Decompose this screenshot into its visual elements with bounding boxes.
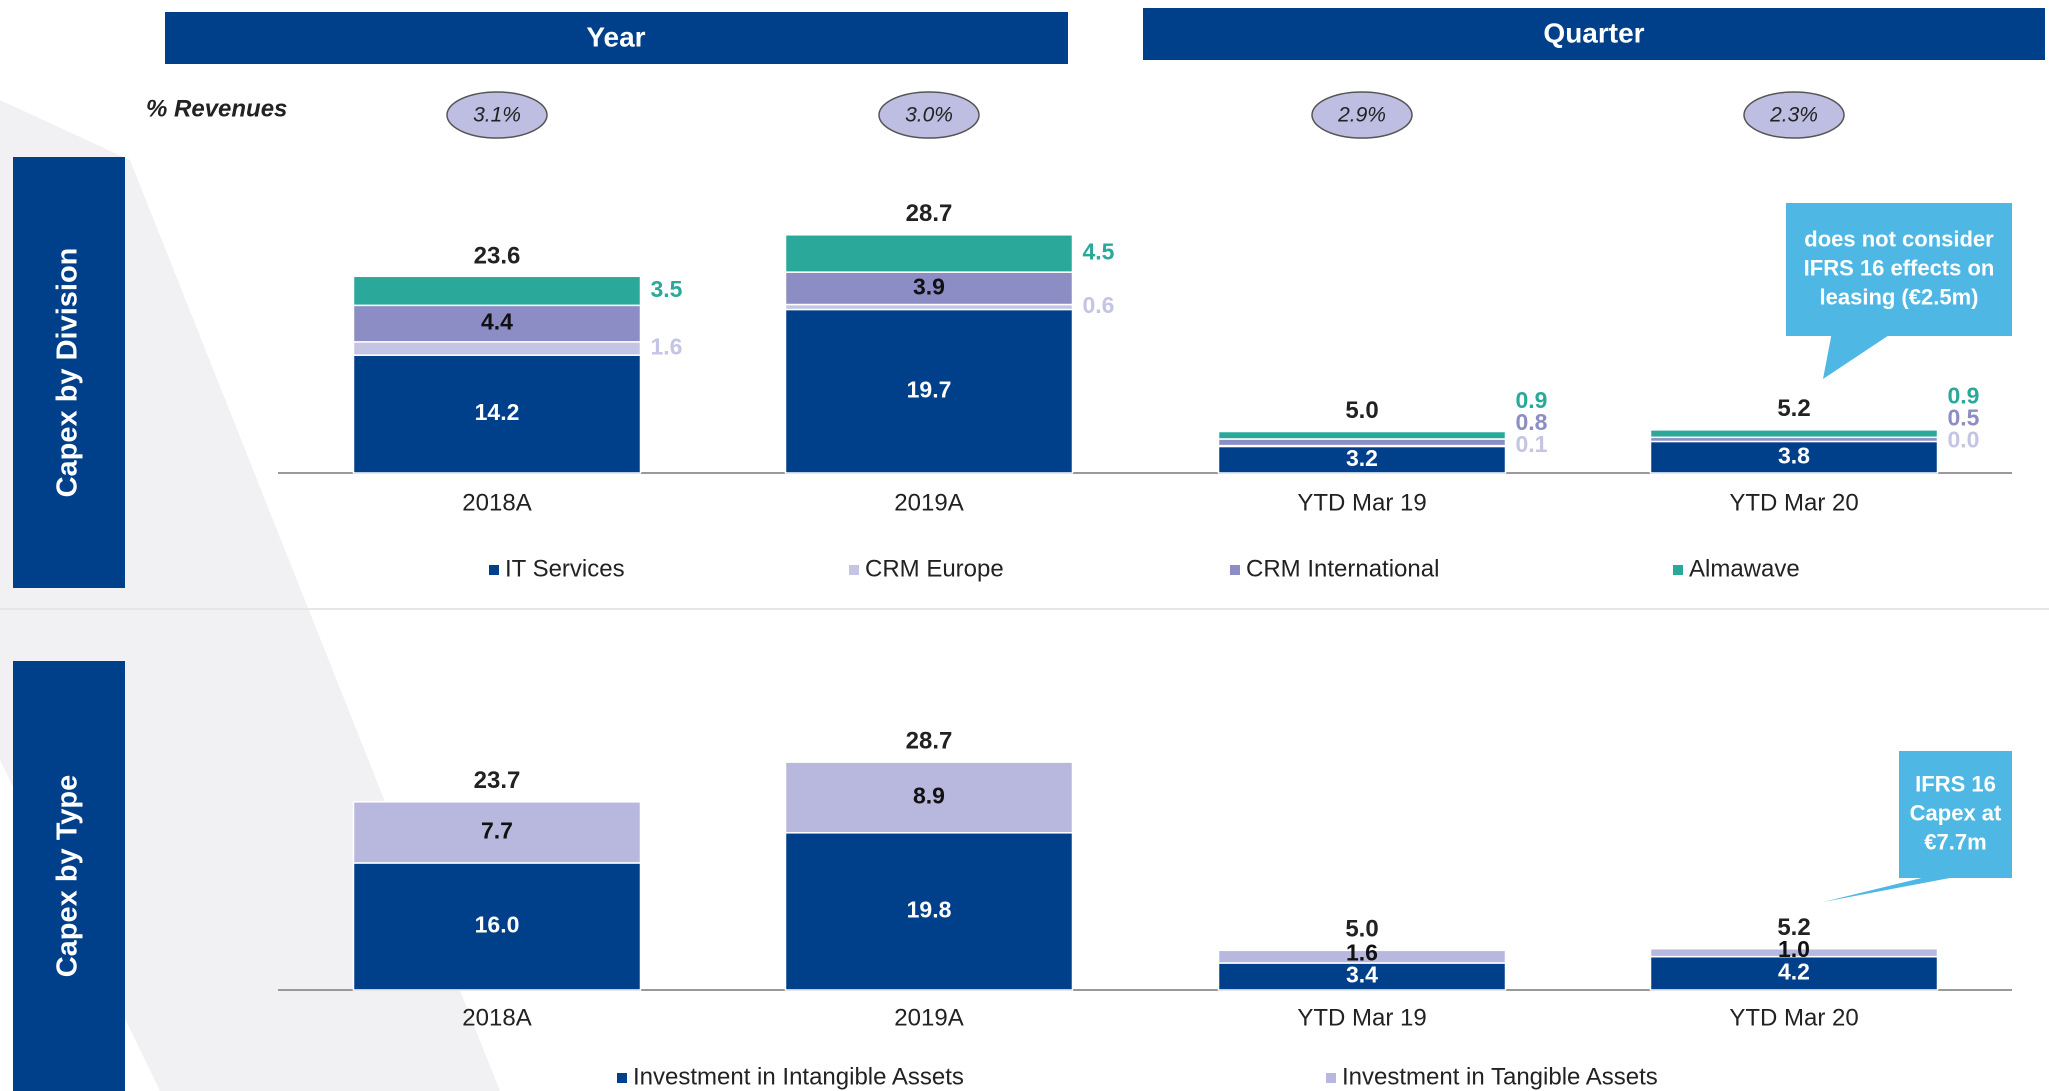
legend-label: Almawave [1689,555,1800,582]
legend-label: CRM International [1246,555,1439,582]
bar-segment [1649,440,1939,474]
bar-segment [1217,438,1507,447]
legend-swatch [617,1073,627,1083]
value-label: 0.1 [1516,431,1548,457]
value-label: 16.0 [475,912,520,938]
callout-text: €7.7m [1924,829,1986,854]
total-label: 23.6 [474,242,521,269]
x-tick-label: YTD Mar 20 [1729,489,1858,516]
value-label: 1.0 [1778,936,1810,962]
value-label: 4.5 [1083,239,1115,265]
revenues-label: % Revenues [146,95,287,122]
callout-text: Capex at [1910,800,2002,825]
value-label: 14.2 [475,399,520,425]
revenue-label: 3.0% [905,104,953,127]
total-label: 5.2 [1777,914,1810,941]
bar-segment [1649,947,1939,958]
bar-segment [352,341,642,356]
revenue-label: 2.3% [1769,104,1818,127]
x-tick-label: 2019A [894,1004,963,1031]
bar-segment [352,354,642,474]
revenue-badge [1311,91,1413,139]
value-label: 3.4 [1346,962,1378,988]
total-label: 5.0 [1345,916,1378,943]
revenue-badge [446,91,548,139]
value-label: 3.5 [651,276,683,302]
header-bar [1143,8,2045,60]
value-label: 0.8 [1516,409,1548,435]
legend-swatch [1230,565,1240,575]
x-tick-label: YTD Mar 19 [1297,1004,1426,1031]
total-label: 28.7 [906,727,953,754]
legend-swatch [1673,565,1683,575]
header: Quarter [1543,17,1644,48]
revenue-label: 2.9% [1337,104,1386,127]
bar-segment [352,275,642,307]
revenue-badge [878,91,980,139]
value-label: 4.2 [1778,958,1810,984]
x-tick-label: 2018A [462,489,531,516]
bar-segment [1217,430,1507,440]
value-label: 0.9 [1948,383,1980,409]
value-label: 3.9 [913,273,945,299]
header: Year [586,21,645,52]
legend-swatch [849,565,859,575]
bar-segment [1217,445,1507,474]
total-label: 5.0 [1345,397,1378,424]
bar-segment [784,308,1074,474]
value-label: 4.4 [481,309,513,335]
x-tick-label: 2019A [894,489,963,516]
chart-title: Capex by Type [52,775,84,978]
total-label: 28.7 [906,200,953,227]
value-label: 0.6 [1083,292,1115,318]
revenue-label: 3.1% [473,104,521,127]
bar-segment [784,271,1074,306]
value-label: 1.6 [1346,940,1378,966]
side-label-box [13,157,125,588]
value-label: 19.7 [907,376,952,402]
value-label: 0.0 [1948,427,1980,453]
value-label: 0.9 [1516,387,1548,413]
legend-swatch [489,565,499,575]
callout-text: IFRS 16 [1915,771,1996,796]
chart-title: Capex by Division [52,248,84,498]
total-label: 23.7 [474,767,521,794]
legend-swatch [1326,1073,1336,1083]
value-label: 3.2 [1346,445,1378,471]
legend-label: Investment in Tangible Assets [1342,1063,1658,1090]
callout [1786,203,2012,379]
callout-text: IFRS 16 effects on [1804,255,1995,280]
legend-label: IT Services [505,555,625,582]
total-label: 5.2 [1777,395,1810,422]
value-label: 0.5 [1948,405,1980,431]
value-label: 8.9 [913,783,945,809]
bar-segment [1649,429,1939,439]
x-tick-label: YTD Mar 19 [1297,489,1426,516]
bar-segment [1217,949,1507,964]
value-label: 19.8 [907,896,952,922]
header-bar [165,12,1068,64]
value-label: 3.8 [1778,442,1810,468]
callout [1823,751,2012,902]
bar-segment [352,304,642,343]
value-label: 7.7 [481,817,513,843]
x-tick-label: YTD Mar 20 [1729,1004,1858,1031]
bar-segment [784,761,1074,834]
x-tick-label: 2018A [462,1004,531,1031]
bar-segment [352,801,642,864]
revenue-badge [1743,91,1845,139]
legend-label: CRM Europe [865,555,1004,582]
value-label: 1.6 [651,334,683,360]
callout-text: leasing (€2.5m) [1820,284,1979,309]
callout-text: does not consider [1804,226,1994,251]
side-label-box [13,661,125,1091]
bar-segment [784,234,1074,273]
legend-label: Investment in Intangible Assets [633,1063,964,1090]
bar-segment [1217,962,1507,991]
bar-segment [784,832,1074,991]
